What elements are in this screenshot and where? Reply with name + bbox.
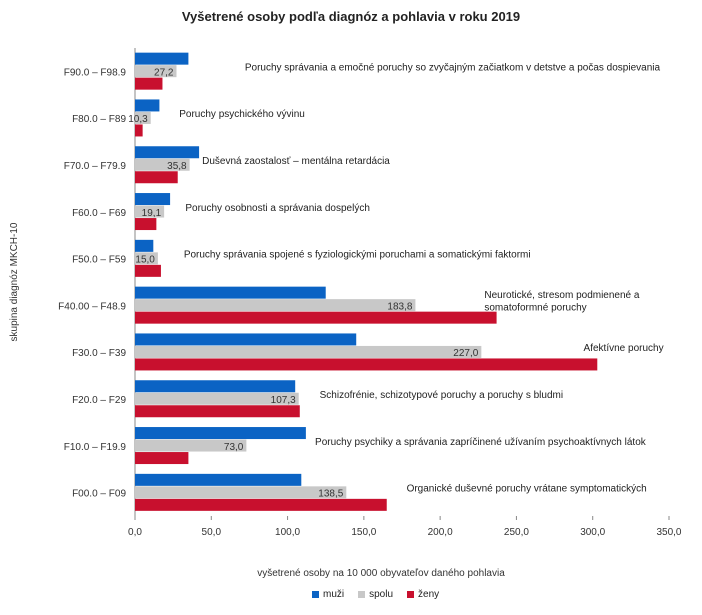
bar-mui bbox=[135, 473, 302, 486]
diagnosis-description: Organické duševné poruchy vrátane sympto… bbox=[407, 484, 647, 495]
bar-eny bbox=[135, 171, 178, 184]
category-label: F60.0 – F69 bbox=[72, 208, 126, 219]
legend-label-zeny: ženy bbox=[418, 589, 440, 600]
bar-spolu bbox=[135, 486, 347, 499]
data-label-spolu: 73,0 bbox=[224, 442, 244, 453]
category-label: F80.0 – F89 bbox=[72, 114, 126, 125]
category-label: F10.0 – F19.9 bbox=[64, 442, 127, 453]
bar-mui bbox=[135, 193, 171, 206]
bar-eny bbox=[135, 311, 497, 324]
bar-eny bbox=[135, 405, 300, 418]
x-tick-label: 350,0 bbox=[656, 527, 681, 538]
bar-spolu bbox=[135, 158, 190, 171]
legend: muži spolu ženy bbox=[312, 589, 439, 600]
diagnosis-description: Duševná zaostalosť – mentálna retardácia bbox=[202, 156, 390, 167]
data-label-spolu: 15,0 bbox=[135, 255, 155, 266]
bar-eny bbox=[135, 218, 157, 231]
x-tick-label: 0,0 bbox=[128, 527, 142, 538]
diagnosis-description: Poruchy psychického vývinu bbox=[179, 109, 305, 120]
diagnosis-description: Schizofrénie, schizotypové poruchy a por… bbox=[320, 390, 563, 401]
diagnosis-description: Poruchy správania spojené s fyziologický… bbox=[184, 250, 531, 261]
category-label: F00.0 – F09 bbox=[72, 489, 126, 500]
bar-eny bbox=[135, 358, 598, 371]
x-tick-label: 100,0 bbox=[275, 527, 300, 538]
legend-swatch-spolu bbox=[358, 591, 366, 598]
y-axis-title: skupina diagnóz MKCH-10 bbox=[9, 222, 20, 341]
data-label-spolu: 107,3 bbox=[271, 395, 296, 406]
x-tick-label: 300,0 bbox=[580, 527, 605, 538]
bar-spolu bbox=[135, 205, 165, 218]
bar-spolu bbox=[135, 439, 247, 452]
legend-item-zeny: ženy bbox=[407, 589, 439, 600]
category-label: F70.0 – F79.9 bbox=[64, 161, 127, 172]
legend-item-spolu: spolu bbox=[358, 589, 393, 600]
data-label-spolu: 183,8 bbox=[387, 301, 412, 312]
diagnosis-description: Poruchy osobnosti a správania dospelých bbox=[185, 203, 370, 214]
data-label-spolu: 227,0 bbox=[453, 348, 478, 359]
diagnosis-description: somatoformné poruchy bbox=[484, 303, 586, 314]
data-label-spolu: 10,3 bbox=[128, 114, 148, 125]
diagnosis-description: Poruchy správania a emočné poruchy so zv… bbox=[245, 62, 661, 73]
x-axis-title: vyšetrené osoby na 10 000 obyvateľov dan… bbox=[257, 568, 505, 579]
legend-label-spolu: spolu bbox=[369, 589, 394, 600]
data-label-spolu: 35,8 bbox=[167, 161, 187, 172]
category-label: F90.0 – F98.9 bbox=[64, 67, 127, 78]
diagnosis-description: Neurotické, stresom podmienené a bbox=[484, 290, 640, 301]
diagnosis-description: Afektívne poruchy bbox=[584, 343, 664, 354]
bar-eny bbox=[135, 498, 387, 511]
bar-mui bbox=[135, 333, 357, 346]
x-tick-label: 200,0 bbox=[428, 527, 453, 538]
chart-title: Vyšetrené osoby podľa diagnóz a pohlavia… bbox=[181, 9, 521, 24]
category-label: F30.0 – F39 bbox=[72, 348, 126, 359]
legend-label-muzi: muži bbox=[323, 589, 345, 600]
bar-eny bbox=[135, 264, 161, 277]
x-tick-label: 150,0 bbox=[351, 527, 376, 538]
data-label-spolu: 27,2 bbox=[154, 67, 174, 78]
bar-eny bbox=[135, 452, 189, 465]
bar-spolu bbox=[135, 392, 299, 405]
bar-spolu bbox=[135, 252, 158, 265]
bar-spolu bbox=[135, 111, 151, 124]
bar-mui bbox=[135, 380, 296, 393]
legend-item-muzi: muži bbox=[312, 589, 344, 600]
x-tick-label: 50,0 bbox=[202, 527, 222, 538]
category-label: F50.0 – F59 bbox=[72, 255, 126, 266]
bar-mui bbox=[135, 427, 306, 440]
bar-mui bbox=[135, 146, 200, 159]
bar-mui bbox=[135, 52, 189, 65]
bar-spolu bbox=[135, 65, 177, 78]
category-label: F20.0 – F29 bbox=[72, 395, 126, 406]
data-label-spolu: 19,1 bbox=[142, 208, 162, 219]
diagnosis-description: Poruchy psychiky a správania zapríčinené… bbox=[315, 437, 647, 448]
bar-spolu bbox=[135, 299, 416, 312]
bar-spolu bbox=[135, 345, 482, 358]
legend-swatch-muzi bbox=[312, 591, 319, 598]
bar-mui bbox=[135, 239, 154, 252]
category-label: F40.00 – F48.9 bbox=[58, 301, 126, 312]
legend-swatch-zeny bbox=[407, 591, 415, 598]
bar-mui bbox=[135, 99, 160, 112]
x-tick-label: 250,0 bbox=[504, 527, 529, 538]
bar-eny bbox=[135, 77, 163, 90]
bar-mui bbox=[135, 286, 326, 299]
bar-eny bbox=[135, 124, 143, 137]
data-label-spolu: 138,5 bbox=[318, 489, 343, 500]
